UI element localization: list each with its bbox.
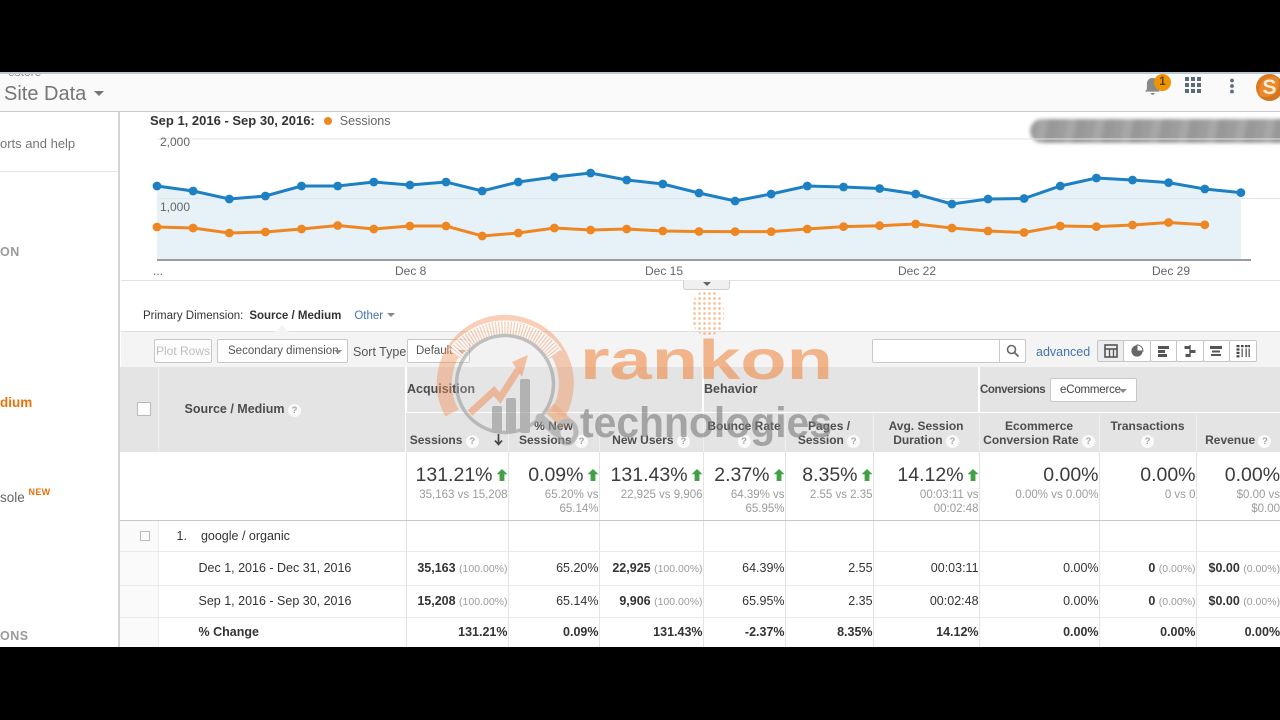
svg-text:1,000: 1,000 [160,200,190,214]
svg-text:...: ... [153,264,163,278]
svg-text:2,000: 2,000 [160,135,190,149]
